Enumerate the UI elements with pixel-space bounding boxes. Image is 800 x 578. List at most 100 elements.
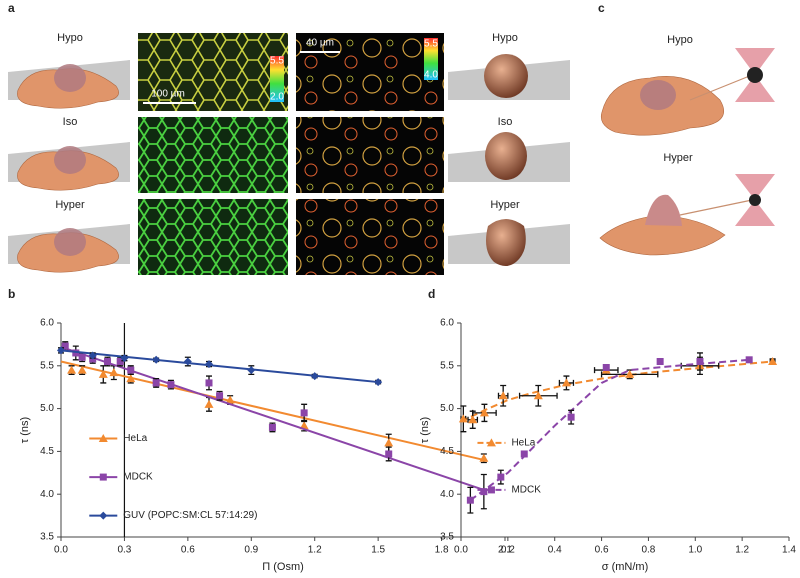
y-tick-label: 3.5 xyxy=(40,532,54,543)
panel-label: c xyxy=(598,1,605,15)
marker xyxy=(520,450,528,458)
marker xyxy=(225,395,235,404)
marker xyxy=(479,453,489,462)
legend-label: HeLa xyxy=(511,437,535,448)
marker xyxy=(77,365,87,374)
x-tick-label: 2.1 xyxy=(498,545,512,556)
y-axis-label: τ (ns) xyxy=(19,417,31,443)
y-tick-label: 5.5 xyxy=(40,360,54,371)
panel-label: a xyxy=(8,1,15,15)
legend-label: MDCK xyxy=(123,472,153,483)
marker xyxy=(247,366,256,375)
cell-label: Hyper xyxy=(55,199,85,211)
marker xyxy=(205,360,213,369)
legend-marker xyxy=(98,434,108,443)
y-tick-label: 5.0 xyxy=(440,403,454,414)
marker xyxy=(625,369,635,378)
marker xyxy=(745,356,753,364)
colorbar xyxy=(424,38,438,80)
legend-label: GUV (POPC:SM:CL 57:14:29) xyxy=(123,510,257,521)
marker xyxy=(300,409,308,417)
marker xyxy=(458,414,468,423)
marker xyxy=(384,438,394,447)
x-tick-label: 1.5 xyxy=(371,545,385,556)
cell-cartoon xyxy=(7,223,131,273)
legend-marker xyxy=(99,511,108,520)
x-tick-label: 0.6 xyxy=(595,545,609,556)
x-tick-label: 0.3 xyxy=(117,545,131,556)
marker xyxy=(656,358,664,366)
marker xyxy=(216,392,224,400)
x-tick-label: 1.0 xyxy=(688,545,702,556)
marker xyxy=(479,408,489,417)
marker xyxy=(268,423,276,431)
marker xyxy=(498,391,508,400)
marker xyxy=(104,358,112,366)
marker xyxy=(205,379,213,387)
legend-marker xyxy=(99,473,107,481)
colorbar xyxy=(270,56,284,102)
y-tick-label: 6.0 xyxy=(40,318,54,329)
legend-label: MDCK xyxy=(511,485,541,496)
marker xyxy=(466,496,474,504)
cell-label: Hyper xyxy=(663,152,693,164)
cell-cartoon xyxy=(7,141,131,191)
y-tick-label: 4.5 xyxy=(440,446,454,457)
x-tick-label: 0.0 xyxy=(454,545,468,556)
x-tick-label: 0.0 xyxy=(54,545,68,556)
colorbar-label: 5.5 xyxy=(424,39,438,50)
marker xyxy=(167,381,175,389)
micrograph xyxy=(138,199,288,275)
marker xyxy=(152,355,161,364)
cell-cartoon xyxy=(7,59,131,109)
micrograph xyxy=(296,33,444,111)
legend-marker xyxy=(487,486,495,494)
x-tick-label: 1.8 xyxy=(435,545,449,556)
y-tick-label: 5.0 xyxy=(40,403,54,414)
marker xyxy=(468,415,478,424)
marker xyxy=(561,378,571,387)
x-tick-label: 0.2 xyxy=(501,545,515,556)
y-tick-label: 5.5 xyxy=(440,360,454,371)
marker xyxy=(768,357,778,366)
marker xyxy=(310,372,319,381)
y-tick-label: 3.5 xyxy=(440,532,454,543)
cell-label: Hypo xyxy=(57,32,83,44)
micrograph xyxy=(296,117,444,193)
guv-label: Hypo xyxy=(492,32,518,44)
marker xyxy=(120,354,129,363)
marker xyxy=(497,473,505,481)
y-tick-label: 6.0 xyxy=(440,318,454,329)
marker xyxy=(533,391,543,400)
x-tick-label: 0.8 xyxy=(641,545,655,556)
micrograph xyxy=(296,199,444,275)
marker xyxy=(183,357,192,366)
panel-a: a Hypo Iso Hyper 5.5 2.0 100 µm 5.5 4.0 … xyxy=(7,1,570,275)
legend-label: HeLa xyxy=(123,433,147,444)
marker xyxy=(696,358,704,366)
marker xyxy=(299,421,309,430)
guv-label: Hyper xyxy=(490,199,520,211)
guv-label: Iso xyxy=(498,116,513,128)
marker xyxy=(602,364,610,372)
marker xyxy=(127,366,135,374)
colorbar-label: 2.0 xyxy=(270,92,284,103)
micrograph xyxy=(138,117,288,193)
marker xyxy=(88,351,97,360)
marker xyxy=(116,358,124,366)
marker xyxy=(126,374,136,383)
y-tick-label: 4.0 xyxy=(40,489,54,500)
legend-marker xyxy=(486,438,496,447)
marker xyxy=(152,379,160,387)
colorbar-label: 4.0 xyxy=(424,70,438,81)
marker xyxy=(72,349,80,357)
panel-label: d xyxy=(428,287,435,301)
marker xyxy=(67,365,77,374)
marker xyxy=(567,413,575,421)
scale-bar-label: 40 µm xyxy=(306,38,334,49)
x-tick-label: 0.9 xyxy=(244,545,258,556)
y-tick-label: 4.5 xyxy=(40,446,54,457)
x-tick-label: 0.6 xyxy=(181,545,195,556)
